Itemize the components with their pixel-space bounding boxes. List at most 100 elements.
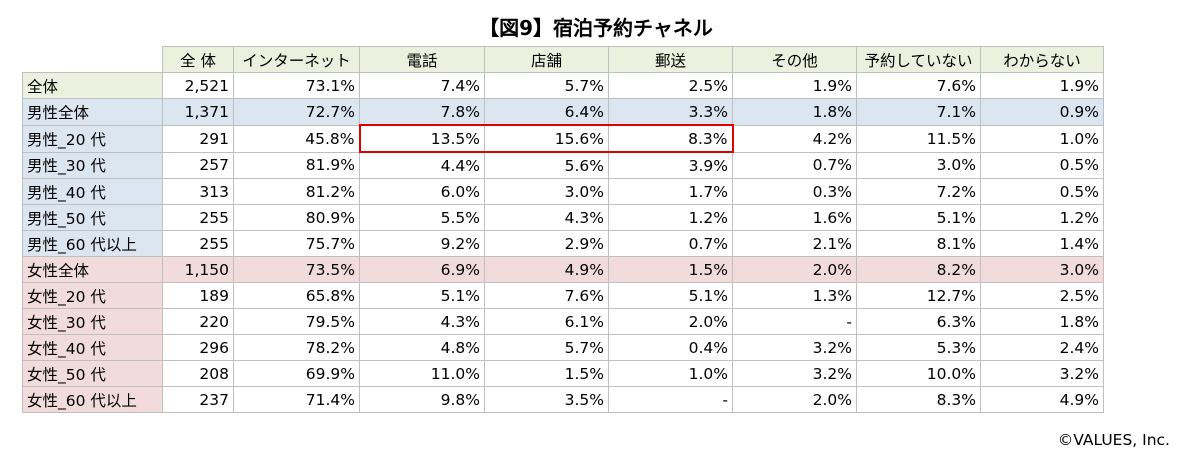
data-cell: 8.1% [856, 230, 981, 257]
data-cell: 7.2% [856, 178, 981, 205]
data-cell: 1,150 [162, 256, 234, 283]
data-cell: 0.3% [732, 178, 857, 205]
data-cell: 1.9% [980, 72, 1104, 99]
data-cell: 2.1% [732, 230, 857, 257]
data-cell: 6.3% [856, 308, 981, 335]
data-cell: 255 [162, 230, 234, 257]
table-row: 女性_40 代 296 78.2% 4.8% 5.7% 0.4% 3.2% 5.3% 2.4% [22, 334, 1104, 361]
data-cell: 291 [162, 124, 234, 153]
data-cell: 4.2% [732, 124, 857, 153]
data-cell: 9.2% [359, 230, 485, 257]
table-row: 男性_30 代 257 81.9% 4.4% 5.6% 3.9% 0.7% 3.0% 0.5% [22, 151, 1104, 179]
data-cell: 5.1% [359, 282, 485, 309]
data-cell: 7.4% [359, 72, 485, 99]
table-row: 女性全体 1,150 73.5% 6.9% 4.9% 1.5% 2.0% 8.2% 3.0% [22, 256, 1104, 283]
data-cell: 208 [162, 360, 234, 387]
data-cell: 3.0% [980, 256, 1104, 283]
header-row: 全 体インターネット 電話 店舗 郵送 その他 予約していない わからない [22, 46, 1104, 73]
column-header: わからない [980, 46, 1104, 73]
row-label: 女性_20 代 [22, 282, 163, 309]
data-cell: 12.7% [856, 282, 981, 309]
data-cell: 5.1% [608, 282, 733, 309]
data-cell: 6.1% [484, 308, 609, 335]
table-row: 女性_60 代以上 237 71.4% 9.8% 3.5% -2.0% 8.3% 4.9% [22, 386, 1104, 413]
data-cell: 6.0% [359, 178, 485, 205]
data-cell: 237 [162, 386, 234, 413]
data-cell: 4.3% [359, 308, 485, 335]
data-cell: 9.8% [359, 386, 485, 413]
data-cell: 2.0% [608, 308, 733, 335]
copyright-text: ©VALUES, Inc. [1057, 431, 1170, 449]
data-cell: 1.0% [980, 124, 1104, 153]
data-cell: 5.6% [484, 151, 609, 179]
table-row: 男性_50 代 255 80.9% 5.5% 4.3% 1.2% 1.6% 5.1% 1.2% [22, 204, 1104, 231]
data-cell: 78.2% [233, 334, 360, 361]
row-label: 男性_40 代 [22, 178, 163, 205]
row-label: 男性_60 代以上 [22, 230, 163, 257]
data-cell: 5.7% [484, 334, 609, 361]
data-cell: 8.2% [856, 256, 981, 283]
data-cell: 296 [162, 334, 234, 361]
row-label: 男性_20 代 [22, 124, 163, 153]
data-cell: 257 [162, 151, 234, 179]
data-cell: 3.2% [980, 360, 1104, 387]
data-cell: 4.8% [359, 334, 485, 361]
data-cell: 1.7% [608, 178, 733, 205]
data-cell: 5.3% [856, 334, 981, 361]
table-body: 全体 2,521 73.1% 7.4% 5.7% 2.5% 1.9% 7.6% 1.9% 男性全体… [22, 72, 1104, 413]
column-header: その他 [732, 46, 857, 73]
data-cell: 73.1% [233, 72, 360, 99]
table-row: 女性_50 代 208 69.9% 11.0% 1.5% 1.0% 3.2% 10.0% 3.2… [22, 360, 1104, 387]
data-cell: 73.5% [233, 256, 360, 283]
data-cell: 1.6% [732, 204, 857, 231]
data-cell: 3.0% [484, 178, 609, 205]
table-row: 男性全体 1,371 72.7% 7.8% 6.4% 3.3% 1.8% 7.1% 0.9% [22, 98, 1104, 126]
data-cell: 81.9% [233, 151, 360, 179]
column-header: 予約していない [856, 46, 981, 73]
data-cell: 3.5% [484, 386, 609, 413]
table-row: 男性_40 代 313 81.2% 6.0% 3.0% 1.7% 0.3% 7.2% 0.5% [22, 178, 1104, 205]
data-cell: 13.5% [358, 124, 485, 153]
data-cell: 65.8% [233, 282, 360, 309]
data-cell: 1.3% [732, 282, 857, 309]
data-cell: 2.4% [980, 334, 1104, 361]
data-cell: 81.2% [233, 178, 360, 205]
data-cell: 45.8% [233, 124, 360, 153]
data-cell: 7.8% [359, 98, 485, 126]
data-cell: 2.5% [608, 72, 733, 99]
data-cell: 4.4% [359, 151, 485, 179]
column-header: 郵送 [608, 46, 733, 73]
table-row: 女性_20 代 189 65.8% 5.1% 7.6% 5.1% 1.3% 12.7% 2.5% [22, 282, 1104, 309]
column-header: 全 体 [162, 46, 234, 73]
data-cell: 0.4% [608, 334, 733, 361]
column-header: 店舗 [484, 46, 609, 73]
data-cell: 3.2% [732, 360, 857, 387]
data-cell: 7.6% [484, 282, 609, 309]
data-cell: 1.9% [732, 72, 857, 99]
data-cell: 1.5% [608, 256, 733, 283]
data-cell: 0.7% [608, 230, 733, 257]
data-cell: 69.9% [233, 360, 360, 387]
data-cell: 4.9% [980, 386, 1104, 413]
data-cell: 1,371 [162, 98, 234, 126]
data-cell: 7.6% [856, 72, 981, 99]
data-cell: 3.0% [856, 151, 981, 179]
table-row: 男性_60 代以上 255 75.7% 9.2% 2.9% 0.7% 2.1% 8.1% 1.4… [22, 230, 1104, 257]
data-cell: 1.2% [980, 204, 1104, 231]
data-cell: 71.4% [233, 386, 360, 413]
data-cell: 1.0% [608, 360, 733, 387]
column-header: 電話 [359, 46, 485, 73]
row-label: 女性_30 代 [22, 308, 163, 335]
column-header: インターネット [233, 46, 360, 73]
row-label: 男性_30 代 [22, 151, 163, 179]
table-row: 全体 2,521 73.1% 7.4% 5.7% 2.5% 1.9% 7.6% 1.9% [22, 72, 1104, 99]
data-cell: 5.5% [359, 204, 485, 231]
data-cell: 8.3% [856, 386, 981, 413]
data-cell: 2.0% [732, 386, 857, 413]
row-label: 全体 [22, 72, 163, 99]
corner-cell [22, 46, 163, 73]
data-cell: - [608, 386, 733, 413]
data-cell: 75.7% [233, 230, 360, 257]
row-label: 男性全体 [22, 98, 163, 126]
data-cell: 15.6% [484, 124, 609, 153]
